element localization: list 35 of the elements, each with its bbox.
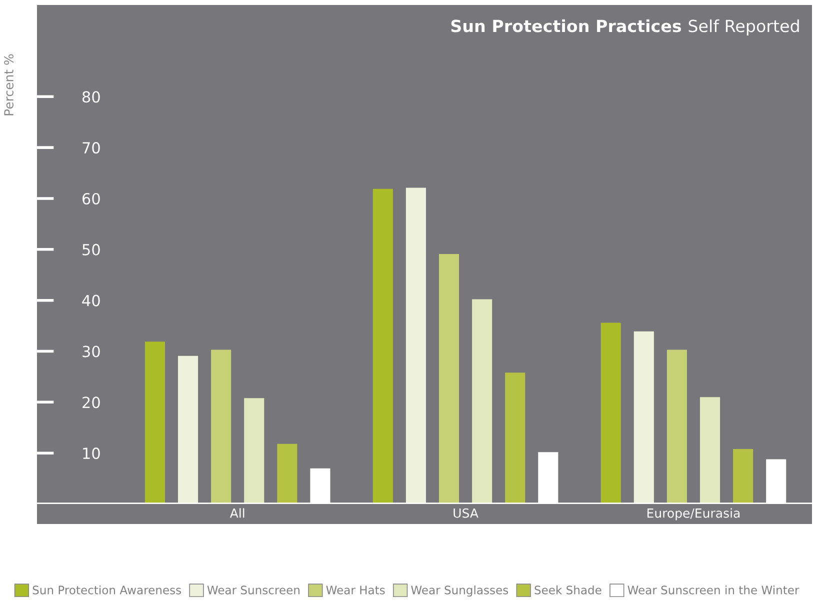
bar [438, 254, 460, 504]
legend-label: Seek Shade [534, 585, 602, 594]
x-tick-label: All [230, 508, 244, 518]
bar [600, 322, 621, 504]
y-tick-label: 40 [82, 294, 100, 306]
legend-label: Wear Sunscreen [207, 586, 300, 594]
y-axis-title: Percent % [4, 54, 14, 116]
y-tick-label: 60 [82, 192, 100, 205]
bar [505, 372, 526, 504]
bar [634, 331, 654, 504]
bar [211, 350, 232, 504]
y-tick-label: 50 [82, 244, 100, 256]
text: Sun Protection Practices [451, 19, 682, 32]
y-tick-label: 30 [82, 346, 100, 358]
y-tick-label: 70 [82, 142, 100, 154]
bar [472, 299, 492, 504]
bar [178, 356, 198, 504]
bar [666, 350, 687, 504]
y-tick-label: 20 [82, 396, 100, 408]
legend-label: Wear Sunglasses [411, 585, 508, 597]
legend-label: Sun Protection Awareness [32, 585, 181, 594]
bar [406, 188, 426, 504]
bar [733, 449, 754, 504]
bar [700, 397, 720, 504]
y-tick-label: 80 [82, 91, 100, 103]
legend-label: Wear Sunscreen in the Winter [628, 585, 800, 594]
y-tick-label: 10 [83, 448, 100, 460]
bar [244, 398, 264, 504]
text: Self Reported [688, 19, 799, 36]
legend-label: Wear Hats [326, 586, 385, 594]
bar [144, 342, 165, 504]
bar [372, 188, 393, 504]
x-tick-label: USA [454, 508, 478, 518]
x-tick-label: Europe/Eurasia [647, 508, 740, 520]
bar [277, 444, 298, 504]
